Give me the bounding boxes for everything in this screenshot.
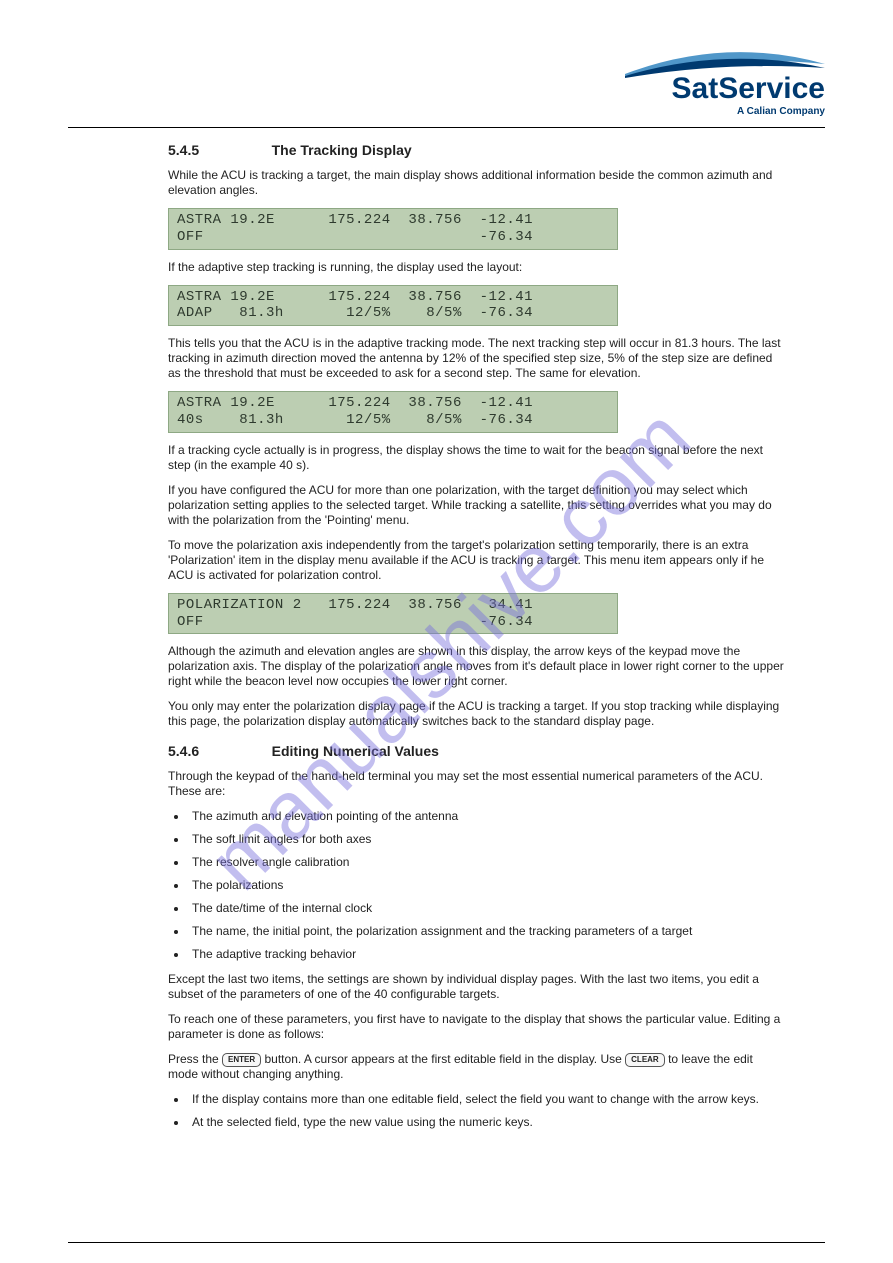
list-item: The soft limit angles for both axes <box>188 832 825 847</box>
clear-key-icon: CLEAR <box>625 1053 665 1067</box>
list-item: At the selected field, type the new valu… <box>188 1115 825 1130</box>
enter-pre: Press the <box>168 1052 222 1066</box>
footer-rule <box>68 1242 825 1243</box>
para-40s: If a tracking cycle actually is in progr… <box>168 443 785 473</box>
logo-tagline: A Calian Company <box>585 106 825 117</box>
section-number: 5.4.5 <box>168 142 268 158</box>
lcd-display-off: ASTRA 19.2E 175.224 38.756 -12.41 OFF -7… <box>168 208 618 250</box>
tracking-intro: While the ACU is tracking a target, the … <box>168 168 785 198</box>
para-enter-line: Press the ENTER button. A cursor appears… <box>168 1052 785 1082</box>
header-rule <box>68 127 825 128</box>
list-item: The date/time of the internal clock <box>188 901 825 916</box>
list-item: The azimuth and elevation pointing of th… <box>188 809 825 824</box>
list-item: The adaptive tracking behavior <box>188 947 825 962</box>
enter-key-icon: ENTER <box>222 1053 261 1067</box>
lcd-off-line1: ASTRA 19.2E 175.224 38.756 -12.41 <box>177 212 533 228</box>
lcd-40s-line1: ASTRA 19.2E 175.224 38.756 -12.41 <box>177 395 533 411</box>
list-item: The resolver angle calibration <box>188 855 825 870</box>
section2-title: Editing Numerical Values <box>272 743 439 759</box>
editing-intro: Through the keypad of the hand-held term… <box>168 769 785 799</box>
lcd-adap-line2: ADAP 81.3h 12/5% 8/5% -76.34 <box>177 305 533 321</box>
section-title: The Tracking Display <box>272 142 412 158</box>
list-item: The polarizations <box>188 878 825 893</box>
para-polbody: Although the azimuth and elevation angle… <box>168 644 785 689</box>
lcd-off-line2: OFF -76.34 <box>177 229 533 245</box>
enter-post: button. A cursor appears at the first ed… <box>265 1052 626 1066</box>
lcd-40s-line2: 40s 81.3h 12/5% 8/5% -76.34 <box>177 412 533 428</box>
lcd-display-pol: POLARIZATION 2 175.224 38.756 34.41 OFF … <box>168 593 618 635</box>
section-editing-head: 5.4.6 Editing Numerical Values <box>168 743 825 759</box>
lcd-pol-line2: OFF -76.34 <box>177 614 533 630</box>
edit-steps-list: If the display contains more than one ed… <box>188 1092 825 1130</box>
lcd-display-adap: ASTRA 19.2E 175.224 38.756 -12.41 ADAP 8… <box>168 285 618 327</box>
logo-swoosh-icon <box>625 46 825 80</box>
logo: SatService A Calian Company <box>585 46 825 117</box>
list-item: The name, the initial point, the polariz… <box>188 924 825 939</box>
adap-intro: If the adaptive step tracking is running… <box>168 260 785 275</box>
section2-number: 5.4.6 <box>168 743 268 759</box>
para-extrapol: To move the polarization axis independen… <box>168 538 785 583</box>
section-tracking-head: 5.4.5 The Tracking Display <box>168 142 825 158</box>
para-except: Except the last two items, the settings … <box>168 972 785 1002</box>
adap-body: This tells you that the ACU is in the ad… <box>168 336 785 381</box>
para-defpol: If you have configured the ACU for more … <box>168 483 785 528</box>
param-list: The azimuth and elevation pointing of th… <box>188 809 825 962</box>
list-item: If the display contains more than one ed… <box>188 1092 825 1107</box>
lcd-display-40s: ASTRA 19.2E 175.224 38.756 -12.41 40s 81… <box>168 391 618 433</box>
lcd-adap-line1: ASTRA 19.2E 175.224 38.756 -12.41 <box>177 289 533 305</box>
page-header: SatService A Calian Company <box>68 46 825 117</box>
para-polnote: You only may enter the polarization disp… <box>168 699 785 729</box>
para-reach: To reach one of these parameters, you fi… <box>168 1012 785 1042</box>
lcd-pol-line1: POLARIZATION 2 175.224 38.756 34.41 <box>177 597 533 613</box>
